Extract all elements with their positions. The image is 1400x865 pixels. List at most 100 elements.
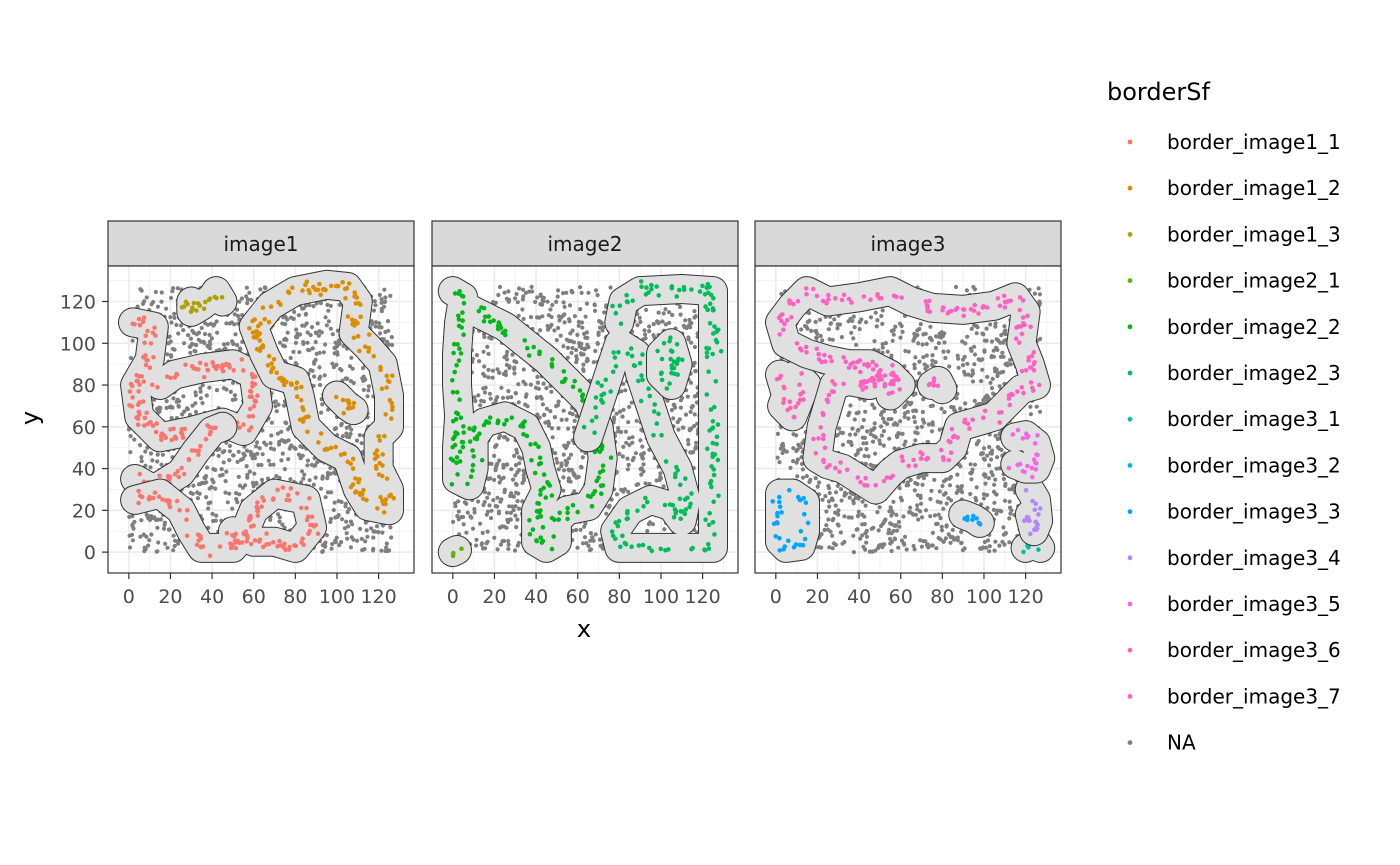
na-point xyxy=(297,332,303,337)
na-point xyxy=(200,383,205,388)
border-point xyxy=(380,452,386,457)
na-point xyxy=(323,315,328,320)
na-point xyxy=(691,424,697,429)
na-point xyxy=(528,315,534,320)
na-point xyxy=(904,547,909,552)
na-point xyxy=(556,314,562,319)
na-point xyxy=(384,545,389,550)
border-point xyxy=(616,350,621,355)
na-point xyxy=(371,535,376,540)
na-point xyxy=(582,535,588,540)
na-point xyxy=(274,473,279,479)
border-point xyxy=(647,393,653,399)
na-point xyxy=(453,504,458,509)
border-point xyxy=(264,542,269,547)
border-point xyxy=(255,500,260,505)
na-point xyxy=(620,414,625,419)
na-point xyxy=(377,321,382,326)
border-point xyxy=(667,381,672,386)
border-point xyxy=(682,511,688,517)
na-point xyxy=(165,352,170,357)
na-point xyxy=(958,406,963,411)
na-point xyxy=(572,489,577,494)
border-point xyxy=(294,385,299,391)
facet-strip-label: image1 xyxy=(223,232,298,256)
border-point xyxy=(306,531,311,536)
na-point xyxy=(204,480,209,485)
border-point xyxy=(376,472,382,477)
na-point xyxy=(508,510,513,515)
na-point xyxy=(639,472,644,477)
na-point xyxy=(627,442,632,448)
border-point xyxy=(153,429,159,435)
border-point xyxy=(502,422,507,427)
na-point xyxy=(513,463,519,468)
na-point xyxy=(561,452,566,457)
border-point xyxy=(457,449,463,455)
border-point xyxy=(135,416,141,422)
na-point xyxy=(325,473,331,478)
border-point xyxy=(378,494,383,500)
na-point xyxy=(347,364,353,369)
na-point xyxy=(146,543,151,548)
na-point xyxy=(481,399,486,404)
border-point xyxy=(160,497,165,502)
border-point xyxy=(714,327,720,333)
border-point xyxy=(594,478,599,484)
na-point xyxy=(582,524,587,529)
border-point xyxy=(456,313,461,319)
na-point xyxy=(800,475,806,480)
na-point xyxy=(474,353,479,358)
na-point xyxy=(616,426,621,431)
na-point xyxy=(324,323,329,328)
na-point xyxy=(860,522,865,527)
na-point xyxy=(876,528,881,533)
border-point xyxy=(140,399,146,404)
na-point xyxy=(254,440,260,445)
na-point xyxy=(288,477,293,482)
border-point xyxy=(645,499,650,505)
facet-strip xyxy=(431,220,739,267)
na-point xyxy=(963,401,968,406)
na-point xyxy=(308,368,313,373)
na-point xyxy=(320,402,325,407)
na-point xyxy=(515,300,520,305)
na-point xyxy=(941,506,946,511)
na-point xyxy=(477,359,482,364)
border-group-border_image1_3 xyxy=(176,276,238,327)
na-point xyxy=(930,530,936,536)
na-point xyxy=(319,410,324,415)
border-point xyxy=(247,326,252,331)
border-point xyxy=(212,294,218,300)
na-point xyxy=(308,332,313,338)
na-point xyxy=(813,476,818,481)
na-point xyxy=(227,458,232,463)
na-point xyxy=(637,315,642,320)
na-point xyxy=(130,523,135,529)
na-point xyxy=(920,342,925,347)
na-point xyxy=(487,391,493,396)
na-point xyxy=(132,519,137,524)
na-point xyxy=(181,328,186,333)
na-point xyxy=(331,507,336,513)
border-point xyxy=(608,455,614,461)
border-point xyxy=(318,292,324,298)
y-tick-label: 60 xyxy=(72,417,96,439)
na-point xyxy=(556,325,561,331)
na-point xyxy=(868,315,874,320)
na-point xyxy=(200,400,205,406)
border-point xyxy=(254,346,260,352)
na-point xyxy=(685,394,690,399)
border-point xyxy=(532,470,538,476)
na-point xyxy=(224,469,229,474)
border-point xyxy=(251,334,257,340)
border-point xyxy=(703,304,708,309)
border-point xyxy=(353,489,359,494)
na-point xyxy=(184,406,190,411)
na-point xyxy=(565,345,571,350)
na-point xyxy=(513,296,518,301)
border-point xyxy=(144,357,149,363)
na-point xyxy=(188,350,193,355)
na-point xyxy=(647,520,653,525)
na-point xyxy=(142,545,147,550)
